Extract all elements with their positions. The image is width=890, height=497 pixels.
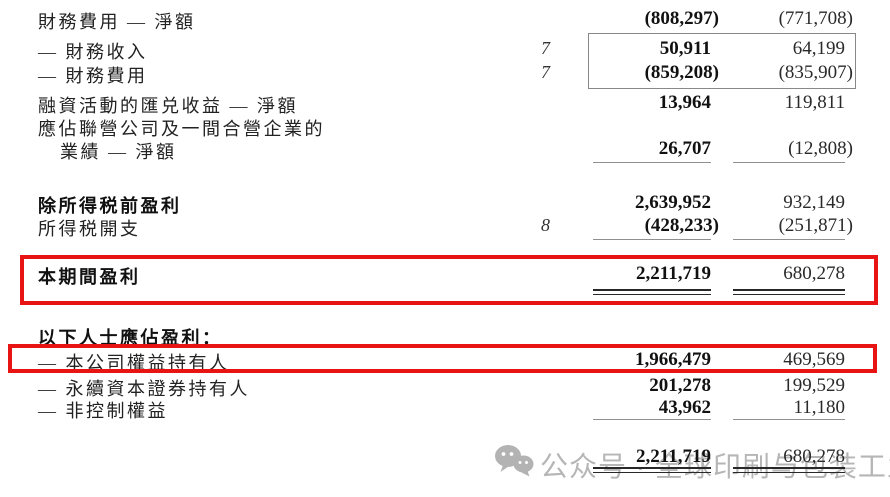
current-period-value: 13,964 bbox=[658, 92, 711, 113]
note-reference: 8 bbox=[541, 215, 550, 235]
prior-period-value: 932,149 bbox=[783, 192, 845, 213]
table-row: 財務費用 — 淨額 (808,297) (771,708) bbox=[0, 8, 890, 32]
row-label: 除所得税前盈利 bbox=[38, 196, 182, 216]
current-period-value: 1,966,479 bbox=[635, 349, 711, 370]
row-label: — 本公司權益持有人 bbox=[38, 353, 230, 373]
prior-period-value: 680,278 bbox=[783, 263, 845, 284]
row-label: 應佔聯營公司及一間合營企業的 bbox=[38, 119, 325, 139]
double-underline bbox=[733, 467, 845, 473]
current-period-value: 2,211,719 bbox=[636, 446, 711, 467]
table-row: — 財務費用 7 (859,208) (835,907) bbox=[0, 62, 890, 86]
current-period-value: 2,639,952 bbox=[635, 192, 711, 213]
column-underline bbox=[733, 419, 845, 420]
prior-period-value: 199,529 bbox=[783, 375, 845, 396]
column-underline bbox=[733, 162, 845, 163]
table-row: 2,211,719 680,278 bbox=[0, 446, 890, 470]
table-row: 以下人士應佔盈利： bbox=[0, 324, 890, 348]
row-label: 財務費用 — 淨額 bbox=[38, 12, 196, 32]
double-underline bbox=[733, 289, 845, 295]
prior-period-value: (771,708) bbox=[778, 8, 853, 29]
prior-period-value: 64,199 bbox=[792, 38, 845, 59]
current-period-value: 201,278 bbox=[649, 375, 711, 396]
row-label: 以下人士應佔盈利： bbox=[38, 328, 223, 348]
row-label: 所得税開支 bbox=[38, 219, 141, 239]
current-period-value: 26,707 bbox=[658, 138, 711, 159]
table-row: 本期間盈利 2,211,719 680,278 bbox=[0, 263, 890, 287]
column-underline bbox=[733, 239, 845, 240]
table-row: — 永續資本證券持有人 201,278 199,529 bbox=[0, 375, 890, 399]
note-reference: 7 bbox=[541, 62, 550, 82]
current-period-value: 2,211,719 bbox=[636, 263, 711, 284]
current-period-value: 50,911 bbox=[659, 38, 711, 59]
prior-period-value: (12,808) bbox=[788, 138, 853, 159]
table-row: 融資活動的匯兑收益 — 淨額 13,964 119,811 bbox=[0, 92, 890, 116]
row-label: — 永續資本證券持有人 bbox=[38, 379, 250, 399]
row-label: — 非控制權益 bbox=[38, 401, 168, 421]
double-underline bbox=[593, 289, 711, 295]
prior-period-value: 11,180 bbox=[793, 397, 845, 418]
table-row: 應佔聯營公司及一間合營企業的 bbox=[0, 115, 890, 139]
row-label: 業績 — 淨額 bbox=[60, 142, 177, 162]
prior-period-value: (251,871) bbox=[778, 215, 853, 236]
note-reference: 7 bbox=[541, 38, 550, 58]
prior-period-value: 119,811 bbox=[784, 92, 845, 113]
row-label: 本期間盈利 bbox=[38, 267, 141, 287]
prior-period-value: (835,907) bbox=[778, 62, 853, 83]
table-row: — 本公司權益持有人 1,966,479 469,569 bbox=[0, 349, 890, 373]
column-underline bbox=[593, 162, 711, 163]
double-underline bbox=[593, 467, 711, 473]
current-period-value: (428,233) bbox=[644, 215, 719, 236]
current-period-value: (808,297) bbox=[644, 8, 719, 29]
row-label: — 財務收入 bbox=[38, 42, 148, 62]
finance-detail-box bbox=[588, 33, 856, 89]
current-period-value: (859,208) bbox=[644, 62, 719, 83]
prior-period-value: 469,569 bbox=[783, 349, 845, 370]
column-underline bbox=[593, 419, 711, 420]
table-row: 業績 — 淨額 26,707 (12,808) bbox=[0, 138, 890, 162]
watermark: 公众号 · 全球印刷与包装工业 bbox=[494, 444, 890, 485]
prior-period-value: 680,278 bbox=[783, 446, 845, 467]
table-row: 所得税開支 8 (428,233) (251,871) bbox=[0, 215, 890, 239]
highlight-box-equity-holders bbox=[8, 344, 877, 373]
wechat-icon bbox=[494, 444, 534, 485]
table-row: — 非控制權益 43,962 11,180 bbox=[0, 397, 890, 421]
watermark-text: 公众号 · 全球印刷与包装工业 bbox=[540, 450, 890, 482]
column-underline bbox=[593, 239, 711, 240]
highlight-box-profit-for-period bbox=[20, 255, 878, 305]
table-row: 除所得税前盈利 2,639,952 932,149 bbox=[0, 192, 890, 216]
current-period-value: 43,962 bbox=[658, 397, 711, 418]
row-label: 融資活動的匯兑收益 — 淨額 bbox=[38, 96, 298, 116]
row-label: — 財務費用 bbox=[38, 66, 148, 86]
table-row: — 財務收入 7 50,911 64,199 bbox=[0, 38, 890, 62]
